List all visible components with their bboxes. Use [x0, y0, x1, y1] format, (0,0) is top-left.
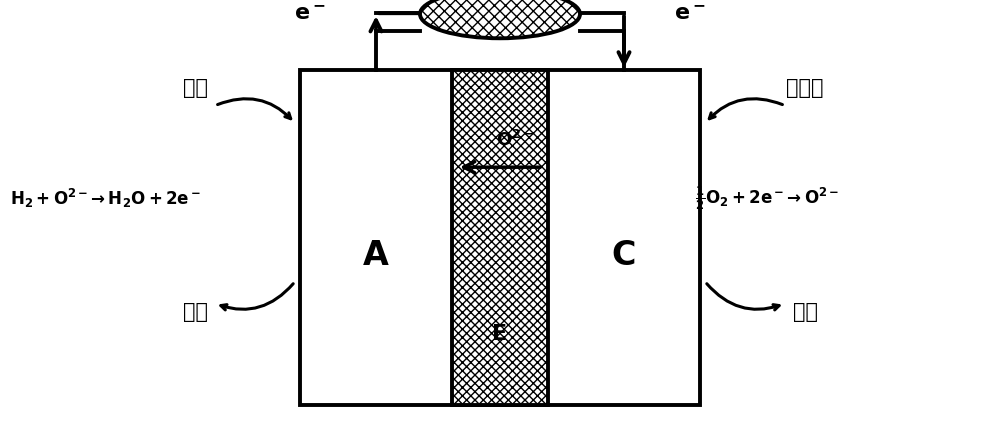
Bar [300, 70, 700, 405]
Text: 产物: 产物 [182, 302, 208, 323]
Text: $\mathbf{H_2+O^{2-}\!\rightarrow H_2O+2e^-}$: $\mathbf{H_2+O^{2-}\!\rightarrow H_2O+2e… [10, 187, 201, 209]
Text: $\mathbf{\frac{1}{2}O_2+2e^-\!\rightarrow O^{2-}}$: $\mathbf{\frac{1}{2}O_2+2e^-\!\rightarro… [695, 184, 839, 212]
Text: 氧化剂: 氧化剂 [786, 78, 824, 98]
Text: 燃料: 燃料 [182, 78, 208, 98]
Text: $\mathbf{e^-}$: $\mathbf{e^-}$ [674, 3, 706, 23]
Bar [452, 70, 548, 405]
Text: E: E [492, 324, 508, 345]
Text: $\mathbf{O^{2-}}$: $\mathbf{O^{2-}}$ [496, 129, 534, 150]
Text: $\mathbf{e^-}$: $\mathbf{e^-}$ [294, 3, 326, 23]
Text: C: C [612, 238, 636, 271]
Text: 产物: 产物 [792, 302, 818, 323]
Text: A: A [363, 238, 389, 271]
Ellipse shape [420, 0, 580, 38]
